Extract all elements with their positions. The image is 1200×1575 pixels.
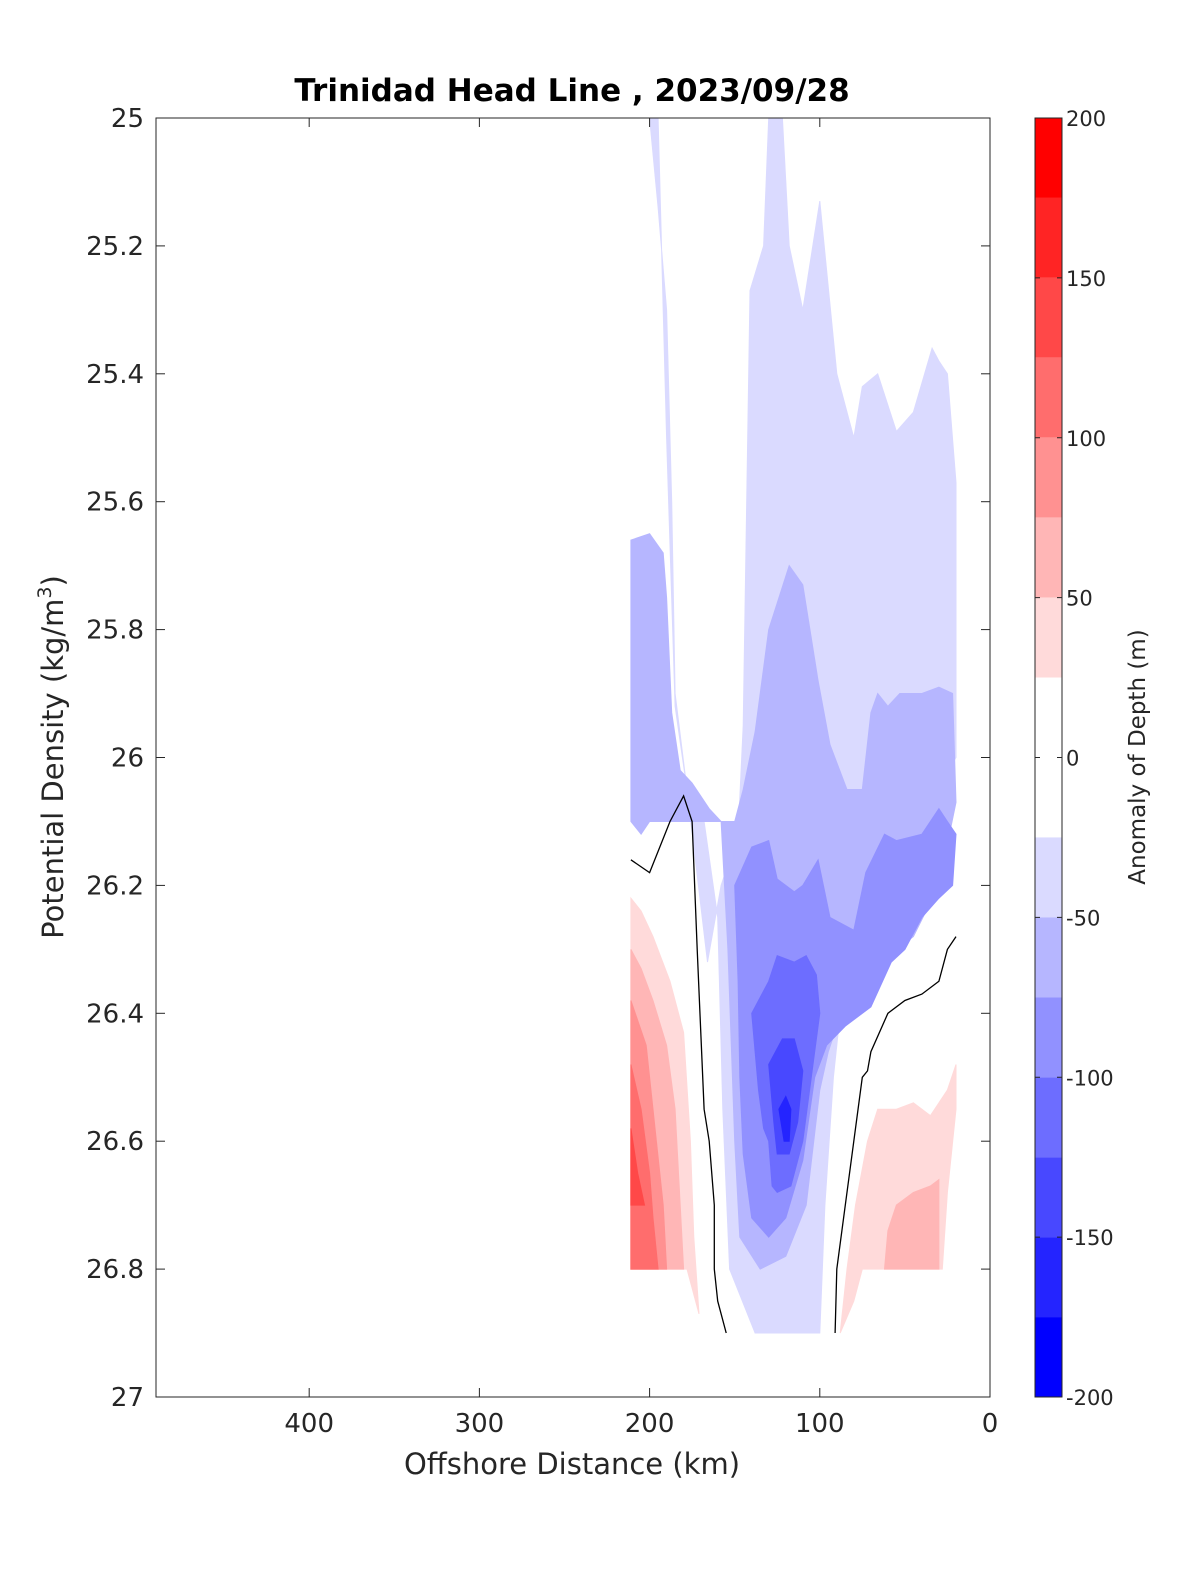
colorbar-band: [1035, 118, 1062, 198]
x-tick-label: 400: [284, 1409, 334, 1439]
y-tick-label: 25.8: [86, 616, 144, 646]
y-tick-label: 26: [111, 744, 144, 774]
colorbar-label: Anomaly of Depth (m): [1125, 629, 1151, 884]
colorbar-tick-label: -100: [1066, 1066, 1114, 1090]
colorbar-band: [1035, 517, 1062, 598]
zero-contour-line: [630, 794, 727, 1334]
zero-contour-line: [834, 936, 957, 1334]
y-axis-ticks: 25 25.2 25.4 25.6 25.8 26 26.2 26.4 26.6 26.8 27: [86, 104, 990, 1413]
colorbar-band: [1035, 1157, 1062, 1238]
y-tick-label: 26.2: [86, 871, 144, 901]
y-tick-label: 25.2: [86, 232, 144, 262]
y-axis-label: Potential Density (kg/m3): [34, 575, 70, 939]
colorbar-tick-label: -50: [1066, 906, 1100, 930]
colorbar: 200 150 100 50 0 -50 -100 -150 -200 Anomaly of D…: [1034, 107, 1151, 1410]
chart-title: Trinidad Head Line , 2023/09/28: [294, 73, 849, 109]
colorbar-tick-label: 100: [1066, 427, 1106, 451]
colorbar-tick-label: -200: [1066, 1386, 1114, 1410]
y-axis-label-superscript: 3: [34, 586, 56, 598]
colorbar-band: [1035, 917, 1062, 998]
x-axis-label: Offshore Distance (km): [404, 1447, 740, 1481]
x-axis-ticks: 400 300 200 100 0: [284, 118, 998, 1439]
colorbar-band: [1035, 197, 1062, 278]
x-tick-label: 100: [795, 1409, 845, 1439]
plot-area: 400 300 200 100 0 25 25.2 25.4 25.6 25.8 26 26.2 26…: [86, 104, 998, 1439]
y-tick-label: 26.4: [86, 999, 144, 1029]
colorbar-band: [1035, 837, 1062, 918]
y-tick-label: 26.8: [86, 1255, 144, 1285]
contour-region: [883, 1178, 940, 1270]
contour-region: [778, 1095, 792, 1142]
y-tick-label: 25.6: [86, 488, 144, 518]
y-axis-label-close: ): [36, 575, 70, 586]
contour-region: [630, 1064, 659, 1270]
colorbar-tick-label: 0: [1066, 747, 1079, 771]
y-tick-label: 25.4: [86, 360, 144, 390]
x-tick-label: 300: [455, 1409, 505, 1439]
y-tick-label: 27: [111, 1383, 144, 1413]
colorbar-tick-label: 200: [1066, 107, 1106, 131]
colorbar-band: [1035, 997, 1062, 1078]
colorbar-band: [1035, 277, 1062, 358]
y-tick-label: 25: [111, 104, 144, 134]
colorbar-band: [1035, 437, 1062, 518]
colorbar-ticks: 200 150 100 50 0 -50 -100 -150 -200: [1035, 107, 1114, 1410]
y-tick-label: 26.6: [86, 1127, 144, 1157]
contour-region: [630, 1128, 646, 1206]
colorbar-band: [1035, 597, 1062, 678]
x-tick-label: 0: [982, 1409, 999, 1439]
colorbar-band: [1035, 1077, 1062, 1158]
zero-contour-lines: [630, 794, 957, 1334]
x-tick-label: 200: [625, 1409, 675, 1439]
colorbar-band: [1035, 1237, 1062, 1318]
colorbar-band: [1035, 1317, 1062, 1397]
colorbar-band: [1035, 357, 1062, 438]
y-axis-label-main: Potential Density (kg/m: [36, 599, 70, 939]
colorbar-bands: [1035, 118, 1062, 1397]
contour-fills: [630, 117, 957, 1334]
colorbar-tick-label: 150: [1066, 267, 1106, 291]
colorbar-tick-label: -150: [1066, 1226, 1114, 1250]
colorbar-tick-label: 50: [1066, 587, 1093, 611]
